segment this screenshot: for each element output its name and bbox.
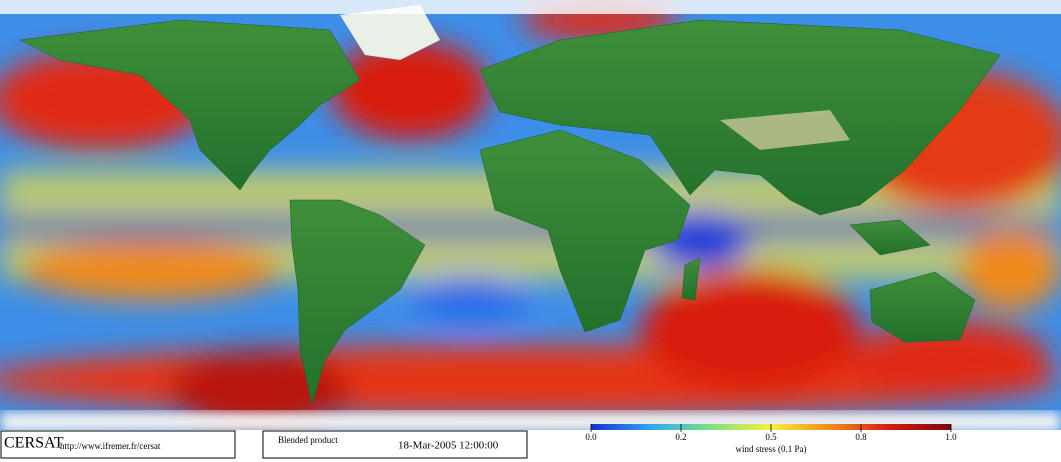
arctic xyxy=(0,0,1061,14)
colorbar-tick-label: 0.5 xyxy=(765,432,777,442)
colorbar-tick-label: 1.0 xyxy=(945,432,957,442)
eurasia xyxy=(479,19,1001,216)
colorbar-ticks: 0.0 0.2 0.5 0.8 1.0 xyxy=(585,424,957,442)
north-america xyxy=(19,19,361,191)
colorbar-tick-label: 0.2 xyxy=(675,432,686,442)
tibet xyxy=(720,110,850,150)
url: http://www.ifremer.fr/cersat xyxy=(60,441,161,451)
south-america xyxy=(289,199,426,406)
colorbar-tick-label: 0.0 xyxy=(585,432,597,442)
africa xyxy=(479,129,691,333)
product-box xyxy=(262,430,528,459)
greenland xyxy=(340,5,440,60)
madagascar xyxy=(681,257,701,301)
colorbar-label: wind stress (0.1 Pa) xyxy=(736,444,807,454)
map xyxy=(0,0,1061,430)
product: Blended product xyxy=(278,435,338,445)
indonesia xyxy=(849,219,931,256)
australia xyxy=(869,271,976,343)
colorbar-tick-label: 0.8 xyxy=(855,432,867,442)
continents xyxy=(19,19,1001,406)
logo-box xyxy=(0,430,236,459)
timestamp: 18-Mar-2005 12:00:00 xyxy=(398,440,499,452)
logo: CERSAT xyxy=(4,435,64,452)
